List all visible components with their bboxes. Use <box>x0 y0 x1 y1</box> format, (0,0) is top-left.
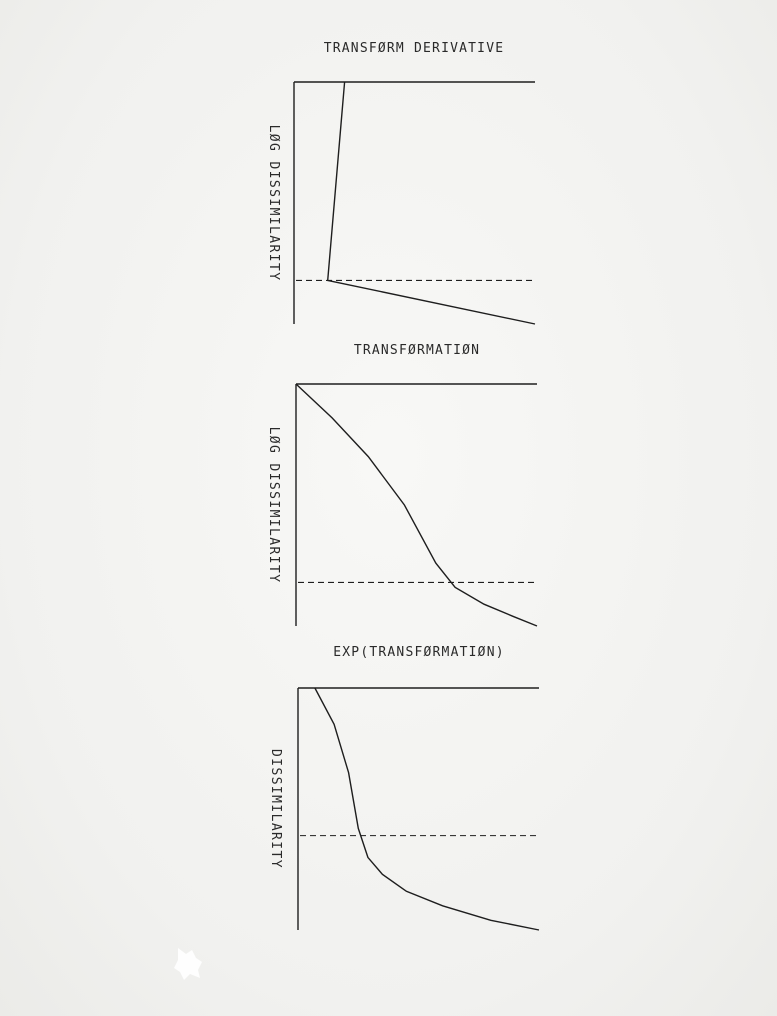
series-line <box>295 383 538 627</box>
paper-smudge <box>174 948 202 980</box>
y-axis-label: LØG DISSIMILARITY <box>266 427 281 584</box>
y-axis-label: LØG DISSIMILARITY <box>266 125 281 282</box>
chart-title: TRANSFØRMATIØN <box>354 343 480 358</box>
chart-title: EXP(TRANSFØRMATIØN) <box>333 645 505 660</box>
y-axis-label: DISSIMILARITY <box>268 749 283 869</box>
chart-panel-1: TRANSFØRM DERIVATIVE LØG DISSIMILARITY <box>266 41 536 325</box>
chart-panel-3: EXP(TRANSFØRMATIØN) DISSIMILARITY <box>268 645 540 931</box>
series-line <box>326 81 536 325</box>
series-line <box>314 687 540 931</box>
chart-panel-2: TRANSFØRMATIØN LØG DISSIMILARITY <box>266 343 538 627</box>
chart-title: TRANSFØRM DERIVATIVE <box>324 41 505 56</box>
